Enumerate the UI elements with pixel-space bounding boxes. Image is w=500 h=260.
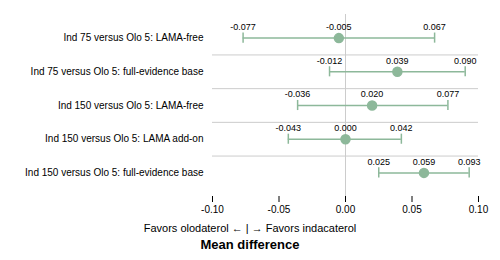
- html-text:Mean difference: Mean difference: [200, 237, 300, 252]
- svg-text:0.020: 0.020: [361, 89, 384, 99]
- svg-text:0.10: 0.10: [469, 204, 489, 215]
- svg-text:Ind 150 versus Olo 5: LAMA add: Ind 150 versus Olo 5: LAMA add-on: [45, 133, 203, 144]
- svg-text:-0.036: -0.036: [285, 89, 311, 99]
- svg-text:Ind 75 versus Olo 5: full-evid: Ind 75 versus Olo 5: full-evidence base: [31, 66, 204, 77]
- svg-text:0.000: 0.000: [334, 123, 357, 133]
- svg-text:0.042: 0.042: [390, 123, 413, 133]
- svg-text:0.00: 0.00: [336, 204, 356, 215]
- html-text:Favors olodaterol ← | → Favors: Favors olodaterol ← | → Favors indacater…: [143, 222, 357, 234]
- svg-text:-0.012: -0.012: [317, 56, 343, 66]
- svg-text:0.077: 0.077: [437, 89, 460, 99]
- svg-text:0.093: 0.093: [458, 157, 481, 167]
- svg-text:-0.043: -0.043: [276, 123, 302, 133]
- svg-text:-0.005: -0.005: [326, 22, 352, 32]
- svg-text:0.025: 0.025: [367, 157, 390, 167]
- svg-text:0.090: 0.090: [454, 56, 477, 66]
- svg-text:Ind 150 versus Olo 5: LAMA-fre: Ind 150 versus Olo 5: LAMA-free: [58, 100, 204, 111]
- svg-text:0.059: 0.059: [413, 157, 436, 167]
- svg-text:Ind 150 versus Olo 5: full-evi: Ind 150 versus Olo 5: full-evidence base: [25, 167, 204, 178]
- svg-text:-0.077: -0.077: [230, 22, 256, 32]
- svg-text:0.067: 0.067: [423, 22, 446, 32]
- svg-text:0.05: 0.05: [402, 204, 422, 215]
- svg-text:0.039: 0.039: [386, 56, 409, 66]
- svg-text:-0.05: -0.05: [268, 204, 291, 215]
- svg-text:Ind 75 versus Olo 5: LAMA-free: Ind 75 versus Olo 5: LAMA-free: [63, 32, 204, 43]
- svg-text:-0.10: -0.10: [201, 204, 224, 215]
